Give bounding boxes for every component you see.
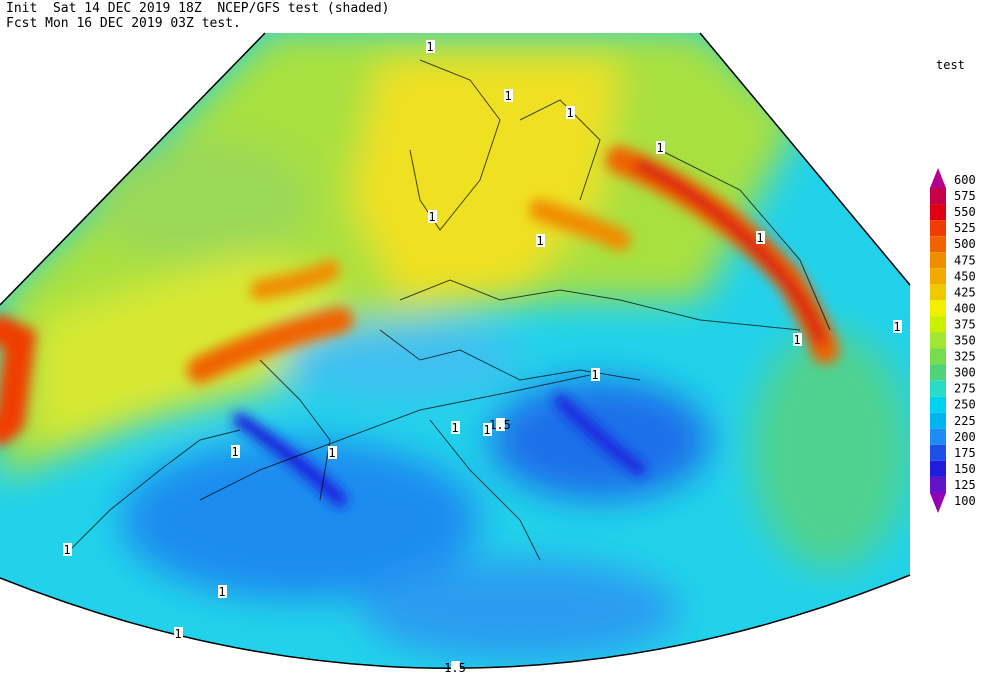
- contour-label: 1: [504, 89, 511, 103]
- contour-label-bg: [566, 106, 575, 119]
- map-field: [0, 33, 910, 669]
- colorbar-label: 600: [954, 173, 976, 187]
- colorbar-segment: [930, 252, 946, 269]
- contour-label: 1.5: [444, 661, 466, 675]
- contour-label: 1: [893, 320, 900, 334]
- contour-label: 1.5: [489, 418, 511, 432]
- colorbar-segment: [930, 396, 946, 413]
- colorbar-label: 100: [954, 494, 976, 508]
- contour-label-bg: [504, 89, 513, 102]
- contour-label: 1: [231, 445, 238, 459]
- colorbar-segment: [930, 204, 946, 221]
- colorbar-label: 550: [954, 205, 976, 219]
- colorbar-segment: [930, 300, 946, 317]
- contour-label: 1: [174, 627, 181, 641]
- colorbar-label: 300: [954, 366, 976, 380]
- colorbar-segment: [930, 444, 946, 461]
- contour-label: 1: [793, 333, 800, 347]
- colorbar-segment: [930, 188, 946, 205]
- colorbar-segment: [930, 476, 946, 493]
- legend-title: test: [936, 58, 965, 72]
- colorbar: 600 575 550 525 500 475 450 425 400 375 350 325 300 2…: [930, 168, 976, 513]
- colorbar-label: 125: [954, 478, 976, 492]
- contour-label-bg: [893, 320, 902, 333]
- colorbar-arrow: [930, 493, 946, 513]
- contour-label: 1: [428, 210, 435, 224]
- colorbar-segment: [930, 428, 946, 445]
- contour-label: 1: [656, 141, 663, 155]
- colorbar-segment: [930, 316, 946, 333]
- contour-label: 1: [426, 40, 433, 54]
- header-line: Fcst Mon 16 DEC 2019 03Z test.: [6, 16, 241, 31]
- contour-label: 1: [218, 585, 225, 599]
- colorbar-label: 425: [954, 285, 976, 299]
- contour-label-bg: [428, 210, 437, 223]
- contour-label-bg: [496, 418, 505, 431]
- contour-label: 1: [328, 446, 335, 460]
- contour-label: 1: [591, 368, 598, 382]
- colorbar-label: 225: [954, 414, 976, 428]
- colorbar-label: 525: [954, 221, 976, 235]
- colorbar-segment: [930, 268, 946, 285]
- colorbar-label: 150: [954, 462, 976, 476]
- colorbar-label: 350: [954, 334, 976, 348]
- contour-label-bg: [218, 585, 227, 598]
- contour-label: 1: [483, 423, 490, 437]
- colorbar-label: 400: [954, 301, 976, 315]
- contour-label-bg: [426, 40, 435, 53]
- contour-label-bg: [591, 368, 600, 381]
- contour-label-bg: [451, 661, 460, 674]
- contour-label: 1: [63, 543, 70, 557]
- colorbar-segment: [930, 284, 946, 301]
- contour-label: 1: [566, 106, 573, 120]
- contour-label: 1: [451, 421, 458, 435]
- colorbar-label: 200: [954, 430, 976, 444]
- colorbar-label: 325: [954, 350, 976, 364]
- colorbar-arrow: [930, 168, 946, 188]
- colorbar-label: 500: [954, 237, 976, 251]
- colorbar-label: 375: [954, 317, 976, 331]
- colorbar-segment: [930, 412, 946, 429]
- contour-label: 1: [536, 234, 543, 248]
- contour-label-bg: [483, 423, 492, 436]
- colorbar-label: 475: [954, 253, 976, 267]
- header-line: Init Sat 14 DEC 2019 18Z NCEP/GFS test (…: [6, 1, 390, 16]
- colorbar-segment: [930, 236, 946, 253]
- contour-label-bg: [63, 543, 72, 556]
- colorbar-segment: [930, 332, 946, 349]
- contour-label-bg: [328, 446, 337, 459]
- colorbar-segment: [930, 364, 946, 381]
- colorbar-segment: [930, 220, 946, 237]
- colorbar-label: 175: [954, 446, 976, 460]
- contour-label-bg: [174, 627, 183, 640]
- contour-label-bg: [536, 234, 545, 247]
- colorbar-segment: [930, 380, 946, 397]
- colorbar-label: 575: [954, 189, 976, 203]
- contour-label-bg: [656, 141, 665, 154]
- contour-label-bg: [793, 333, 802, 346]
- contour-label: 1: [756, 231, 763, 245]
- contour-label-bg: [231, 445, 240, 458]
- colorbar-segment: [930, 460, 946, 477]
- contour-label-bg: [451, 421, 460, 434]
- colorbar-label: 450: [954, 269, 976, 283]
- colorbar-label: 275: [954, 382, 976, 396]
- contour-label-bg: [756, 231, 765, 244]
- colorbar-segment: [930, 348, 946, 365]
- colorbar-label: 250: [954, 398, 976, 412]
